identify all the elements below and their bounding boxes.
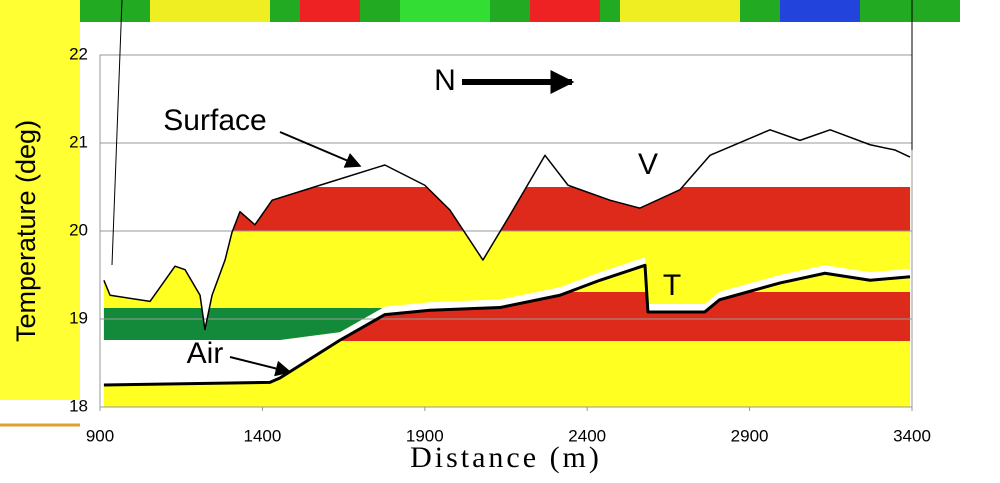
x-tick-label: 1400	[243, 426, 281, 445]
pointer-line	[112, 0, 122, 265]
x-tick-label: 3400	[893, 426, 931, 445]
y-tick-label: 18	[69, 396, 88, 415]
slide: N Surface Air V T Distance (m) Temperatu…	[0, 0, 1000, 483]
x-tick-label: 900	[86, 426, 114, 445]
y-tick-label: 19	[69, 308, 88, 327]
x-tick-label: 2400	[568, 426, 606, 445]
surface-arrow	[280, 132, 360, 166]
air-label: Air	[187, 337, 224, 370]
image-strip	[80, 0, 960, 22]
v-label: V	[638, 148, 658, 181]
y-tick-label: 20	[69, 220, 88, 239]
y-tick-label: 21	[69, 132, 88, 151]
north-label: N	[434, 64, 456, 97]
t-label: T	[663, 269, 681, 302]
x-tick-label: 2900	[731, 426, 769, 445]
air-arrow	[230, 357, 290, 372]
page: {"chart_data": {"type": "line", "xlabel"…	[0, 0, 1000, 483]
surface-label: Surface	[163, 104, 266, 137]
x-axis-label: Distance (m)	[410, 441, 602, 474]
x-tick-label: 1900	[406, 426, 444, 445]
y-tick-label: 22	[69, 44, 88, 63]
y-axis-label: Temperature (deg)	[11, 120, 41, 342]
